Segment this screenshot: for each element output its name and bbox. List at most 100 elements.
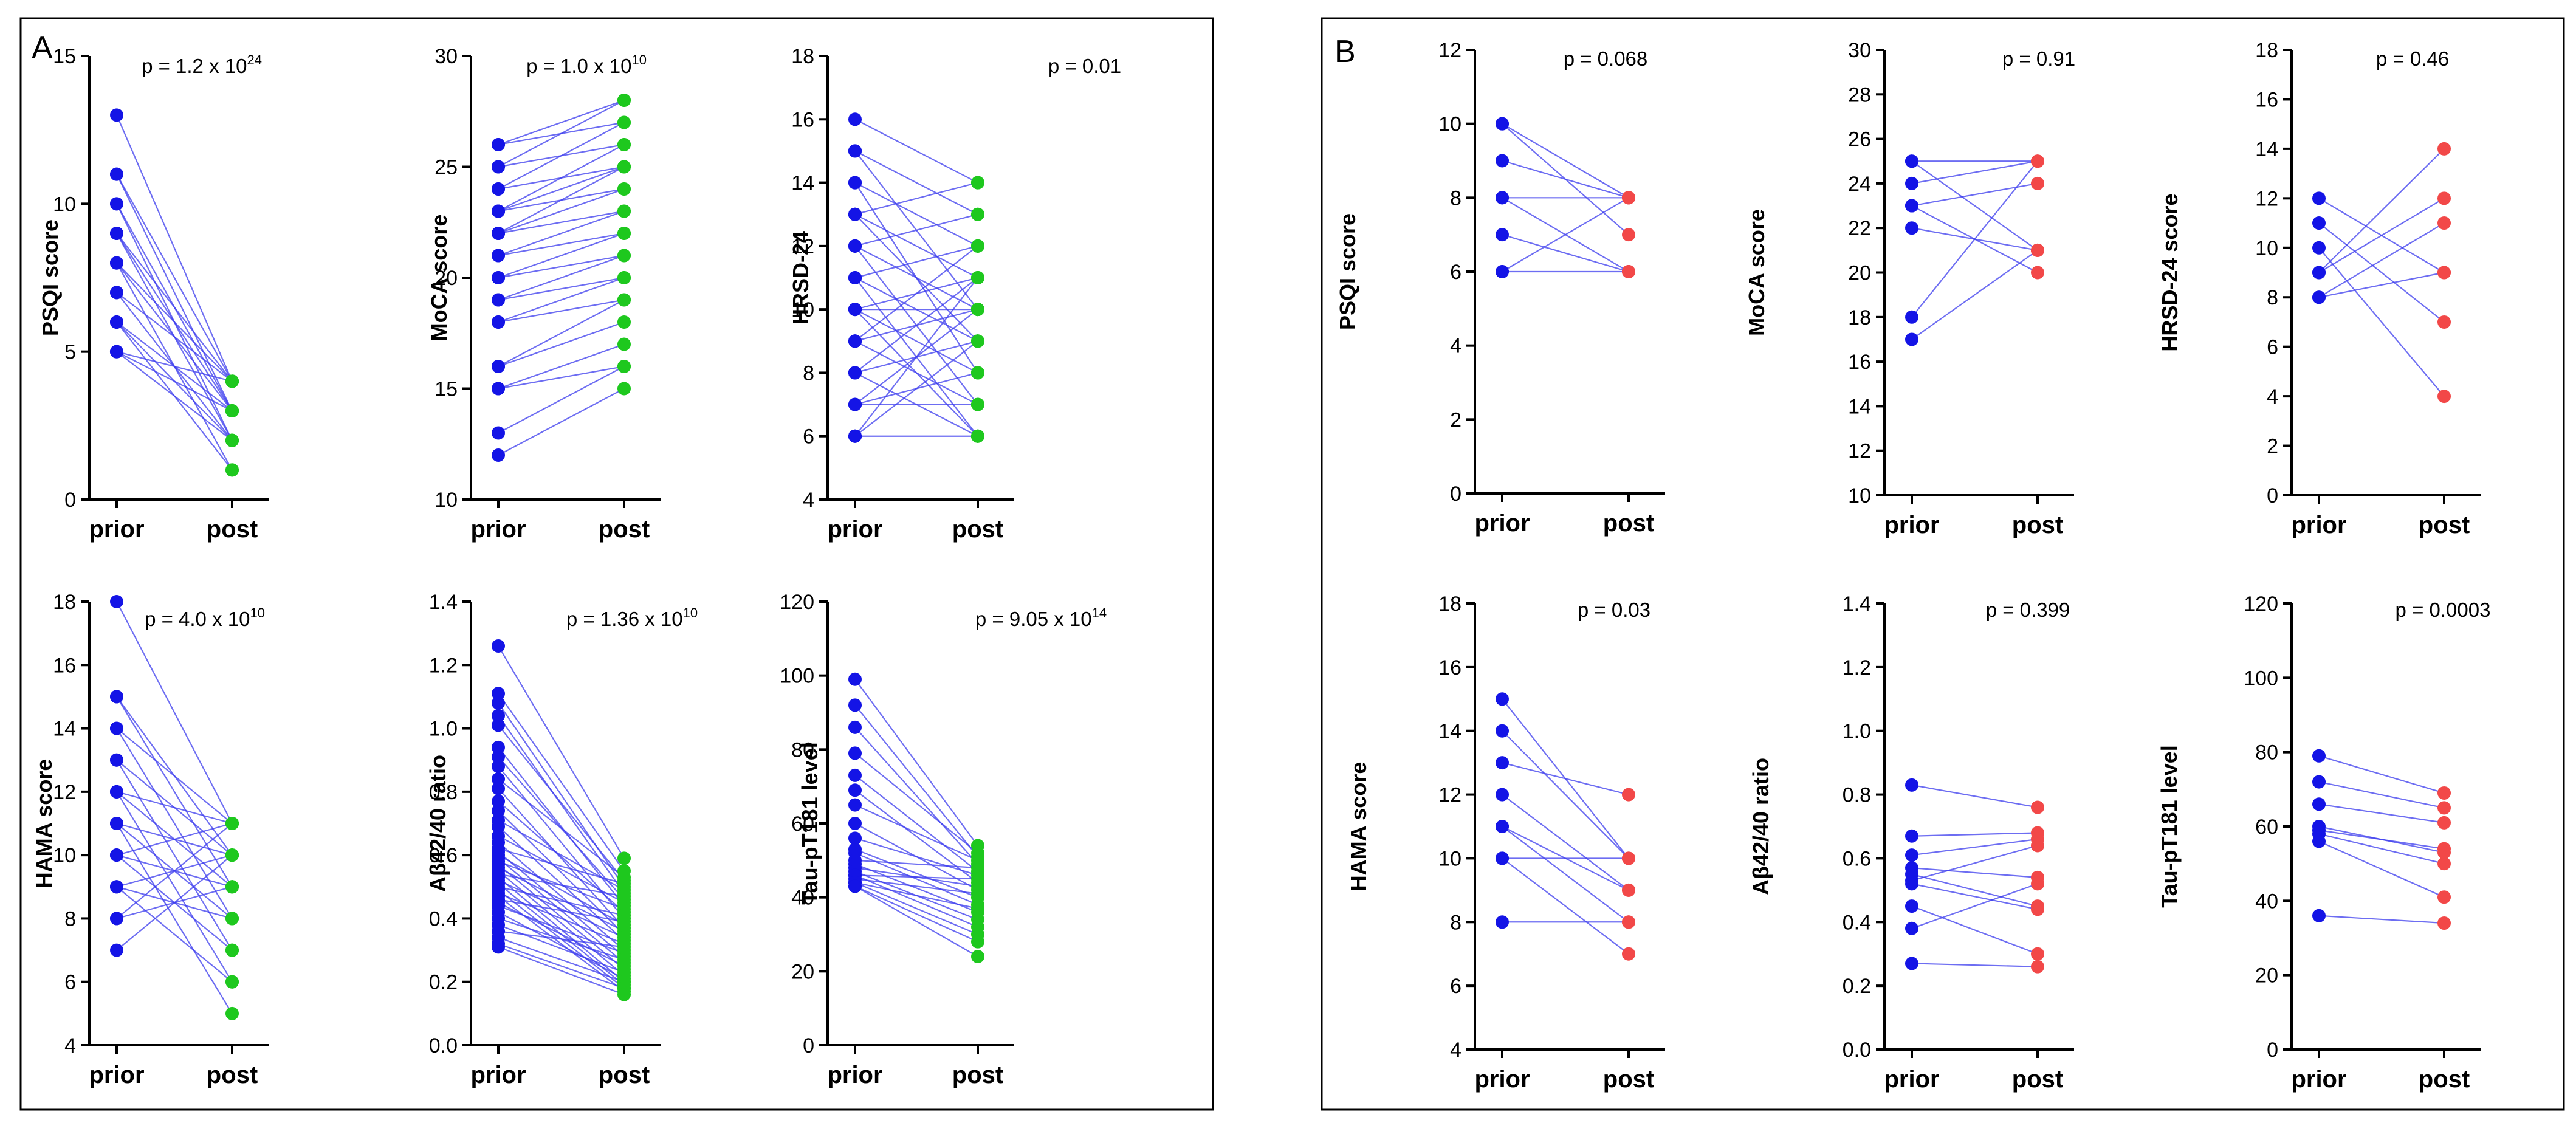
panel-a-tau-pt181-level-prior-point [848,720,862,734]
panel-a-hama-score-prior-point [110,753,123,767]
panel-a-tau-pt181-level-pair-line [854,878,978,895]
panel-b-moca-score-prior-point [1905,310,1918,324]
panel-b-moca-score-pair-line [1911,249,2038,340]
panel-a-a-42-40-ratio-pair-line [498,924,625,974]
panel-a-moca-score-prior-point [492,182,505,196]
panel-a-psqi-score-prior-point [110,286,123,300]
panel-a-a-42-40-ratio-y-tick-label: 1.4 [429,591,458,614]
panel-a-a-42-40-ratio-pair-line [498,905,625,954]
panel-a-tau-pt181-level-prior-point [848,746,862,760]
panel-a-moca-score-y-tick-label: 25 [434,156,458,179]
panel-a-moca-score-y-tick-label: 30 [434,45,458,68]
panel-a-psqi-score-y-tick-label: 0 [64,489,76,512]
panel-a-a-42-40-ratio-pair-line [498,930,625,948]
panel-b-hama-score-chart: 4 6 8 10 12 14 16 18 prior post HAMA score p = 0.03 [1346,593,1665,1093]
panel-a-hrsd-24-post-point [971,397,984,411]
panel-b-moca-score-y-tick-label: 12 [1848,440,1871,463]
panel-a-a-42-40-ratio-y-tick-label: 0.6 [429,844,458,867]
panel-a-moca-score-prior-point [492,293,505,307]
panel-b-psqi-score-y-axis-title: PSQI score [1335,213,1360,330]
panel-a-tau-pt181-level-y-tick-label: 120 [780,591,814,614]
panel-a-psqi-score-prior-point [110,227,123,240]
panel-a-a-42-40-ratio-pair-line [498,645,625,859]
panel-b-moca-score-pair-line [1911,160,2038,318]
panel-b-a-42-40-ratio-pair-line [1911,883,2038,929]
panel-b-hama-score-category-prior: prior [1474,1066,1530,1093]
panel-b-hama-score-y-tick-label: 16 [1438,656,1461,679]
panel-a-moca-score-prior-point [492,315,505,329]
panel-a-moca-score-prior-point [492,204,505,218]
panel-a-a-42-40-ratio-pair-line [498,854,625,926]
panel-b-hrsd-24-score-y-axis-title: HRSD-24 score [2157,193,2182,351]
panel-b-psqi-score-pair-line [1502,234,1629,273]
panel-a-a-42-40-ratio-pair-line [498,842,625,951]
panel-b-psqi-score-chart: 0 2 4 6 8 10 12 prior post PSQI score p = 0.068 [1335,39,1665,537]
panel-b-psqi-score-y-tick-label: 2 [1450,408,1461,431]
panel-a-tau-pt181-level-y-axis-title: Tau-pT181 level [797,742,822,904]
panel-b-tau-pt181-level-post-point [2437,857,2451,871]
panel-b-psqi-score-y-tick-label: 4 [1450,335,1461,358]
panel-a-tau-pt181-level-y-tick-label: 80 [791,738,814,761]
panel-a-hrsd-24-y-tick-label: 14 [791,172,814,195]
panel-a-a-42-40-ratio-pair-line [498,788,625,929]
panel-a-psqi-score-pair-line [116,351,233,382]
panel-b-hama-score-y-tick-label: 6 [1450,975,1461,998]
panel-b-psqi-score-category-post: post [1603,510,1654,537]
panel-a-a-42-40-ratio-y-tick-label: 0.2 [429,971,458,994]
panel-b-psqi-score-y-tick-label: 6 [1450,261,1461,284]
panel-a-hrsd-24-category-post: post [952,516,1003,543]
panel-a-psqi-score-pair-line [116,262,233,382]
panel-a-a-42-40-ratio-pair-line [498,943,625,989]
panel-b-hrsd-24-score-prior-point [2312,290,2326,304]
panel-a-a-42-40-ratio-post-point [617,889,631,903]
panel-a-a-42-40-ratio-prior-point [492,794,505,808]
panel-a-moca-score-pair-line [498,255,625,279]
panel-b-a-42-40-ratio-prior-point [1905,921,1918,935]
panel-a-a-42-40-ratio-pair-line [498,747,625,907]
panel-b-hrsd-24-score-prior-point [2312,266,2326,280]
panel-a-psqi-score-pair-line [116,351,233,411]
panel-a-tau-pt181-level-post-point [971,935,984,949]
panel-b-moca-score-p-value: p = 0.91 [2002,47,2075,70]
panel-a-hrsd-24-post-point [971,239,984,253]
panel-a-psqi-score-prior-point [110,256,123,270]
panel-a-moca-score-pair-line [498,255,625,301]
panel-b-tau-pt181-level-y-tick-label: 20 [2255,964,2278,988]
panel-a-hrsd-24-post-point [971,366,984,380]
panel-a-tau-pt181-level-pair-line [854,874,978,928]
panel-a-hama-score-pair-line [116,822,233,856]
panel-a-a-42-40-ratio-post-point [617,940,631,954]
panel-a-moca-score-prior-point [492,227,505,240]
panel-a-a-42-40-ratio-y-tick-label: 0.0 [429,1034,458,1057]
panel-a-a-42-40-ratio-post-point [617,877,631,891]
panel-a-tau-pt181-level-y-tick-label: 20 [791,960,814,983]
panel-a-psqi-score-prior-point [110,315,123,329]
panel-a-hrsd-24-post-point [971,271,984,284]
panel-b-hama-score-pair-line [1502,730,1629,859]
panel-a-hama-score-pair-line [116,727,233,824]
panel-b-a-42-40-ratio-post-point [2031,960,2044,974]
panel-a-psqi-score-pair-line [115,114,233,382]
panel-a-hama-score-y-tick-label: 4 [64,1034,76,1057]
panel-a-a-42-40-ratio-category-post: post [599,1062,650,1088]
panel-a-a-42-40-ratio-category-prior: prior [470,1062,526,1088]
panel-a-moca-score-post-point [617,94,631,107]
panel-a-moca-score-pair-line [498,365,625,390]
panel-a-hama-score-pair-line [116,760,233,951]
panel-b-a-42-40-ratio-y-tick-label: 0.8 [1843,784,1871,807]
chart-grid: 0 5 10 15 prior post PSQI score p = 1.2 x 1024 1… [32,39,2490,1093]
panel-a-tau-pt181-level-pair-line [854,752,978,854]
panel-a-moca-score-prior-point [492,160,505,174]
panel-b-psqi-score-category-prior: prior [1474,510,1530,537]
panel-a-moca-score-pair-line [498,299,625,323]
panel-a-moca-score-prior-point [492,138,505,151]
panel-a-tau-pt181-level-prior-point [848,831,862,845]
panel-b-psqi-score-prior-point [1496,228,1509,242]
panel-b-hrsd-24-score-y-tick-label: 10 [2255,237,2278,260]
panel-b-hama-score-y-tick-label: 8 [1450,911,1461,934]
panel-b-hama-score-y-tick-label: 14 [1438,720,1461,743]
panel-a-hrsd-24-y-tick-label: 4 [803,489,814,512]
panel-b-moca-score-prior-point [1905,176,1918,190]
panel-b-psqi-score-pair-line [1502,197,1629,272]
